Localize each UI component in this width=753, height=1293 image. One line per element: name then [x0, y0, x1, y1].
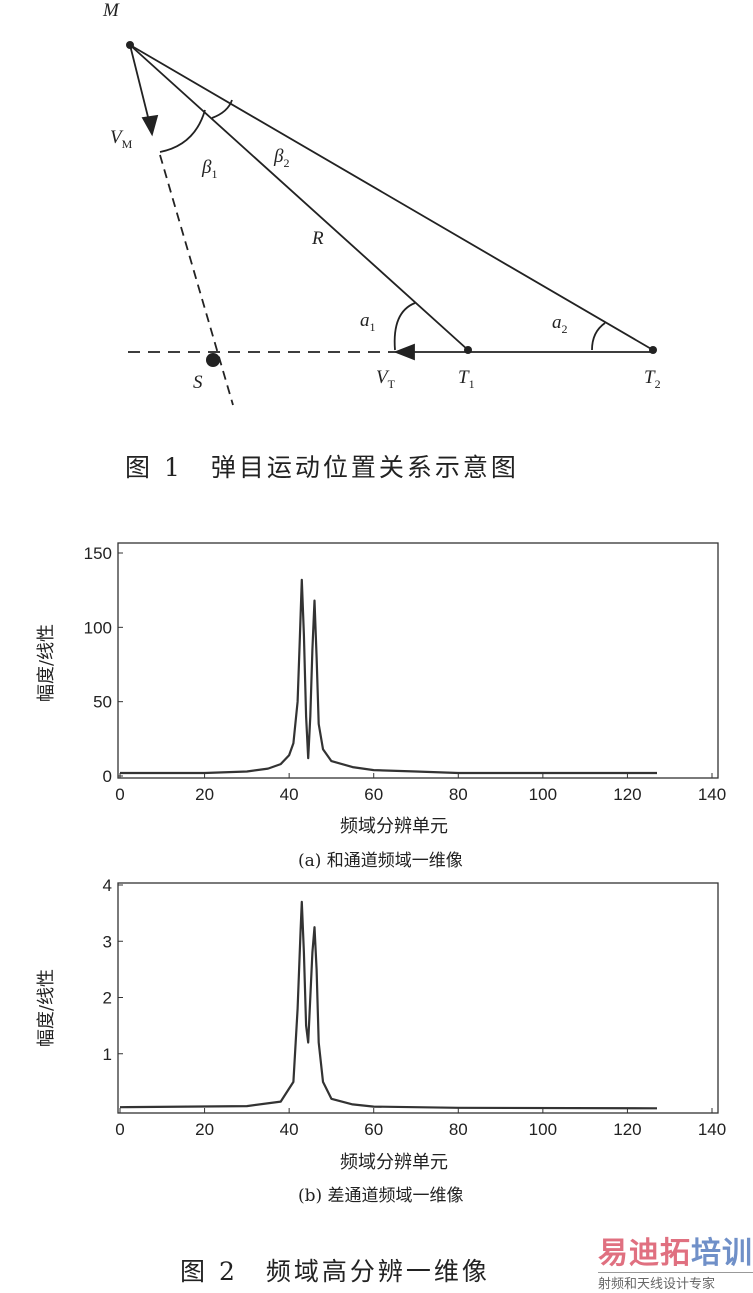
label-a2-sub: 2	[561, 321, 568, 336]
label-VT-sub: T	[387, 376, 395, 391]
point-S	[206, 353, 220, 367]
x-tick-label: 120	[613, 1120, 641, 1139]
angle-beta1-arc	[159, 109, 206, 153]
x-tick-label: 60	[364, 1120, 383, 1139]
watermark-logo: 易迪拓培训 射频和天线设计专家	[598, 1228, 753, 1292]
watermark-subtitle: 射频和天线设计专家	[598, 1272, 753, 1292]
chart-b-subcaption: (b) 差通道频域一维像	[298, 1186, 464, 1206]
figure1-caption: 图 1 弹目运动位置关系示意图	[125, 453, 519, 482]
chart-sum-channel: 0 20 40 60 80 100 120 140 0 50 100 150	[84, 542, 726, 804]
label-T2-text: T	[644, 367, 655, 388]
label-T2: T2	[644, 367, 661, 392]
point-T2	[649, 346, 657, 354]
label-T1-text: T	[458, 367, 469, 388]
label-VM-sub: M	[121, 136, 133, 151]
chart-b-ylabel: 幅度/线性	[36, 968, 57, 1048]
chart-b-xlabel: 频域分辨单元	[340, 1152, 448, 1173]
chart-difference-channel: 0 20 40 60 80 100 120 140 1 2 3 4	[103, 876, 727, 1139]
x-tick-label: 100	[529, 785, 557, 804]
x-tick-label: 60	[364, 785, 383, 804]
y-tick-label: 3	[103, 932, 112, 951]
velocity-VM-arrowhead	[141, 114, 159, 137]
x-tick-label: 140	[698, 785, 726, 804]
label-beta1-sub: 1	[211, 166, 218, 181]
missile-path-dashed	[159, 154, 234, 406]
x-tick-label: 40	[280, 1120, 299, 1139]
point-T1	[464, 346, 472, 354]
label-R: R	[312, 228, 324, 249]
label-a1-text: a	[360, 310, 370, 331]
label-a2-text: a	[552, 312, 562, 333]
angle-a1-arc	[393, 302, 416, 351]
label-beta2-text: β	[274, 146, 284, 167]
chart-a-xlabel: 频域分辨单元	[340, 816, 448, 837]
line-M-T1	[129, 44, 469, 351]
label-T2-sub: 2	[654, 376, 661, 391]
x-tick-label: 100	[529, 1120, 557, 1139]
point-M	[126, 41, 134, 49]
label-VM-text: V	[110, 127, 122, 148]
geometry-diagram	[126, 41, 657, 406]
x-tick-label: 0	[115, 785, 124, 804]
x-tick-label: 120	[613, 785, 641, 804]
label-VT: VT	[376, 367, 395, 392]
watermark-text-a: 易迪拓	[598, 1236, 691, 1271]
label-T1: T1	[458, 367, 475, 392]
label-VM: VM	[110, 127, 132, 152]
velocity-VM-arrow-line	[129, 44, 151, 126]
series-line	[119, 900, 658, 1110]
figure2-caption: 图 2 频域高分辨一维像	[180, 1257, 490, 1286]
x-tick-label: 40	[280, 785, 299, 804]
chart-a-subcaption: (a) 和通道频域一维像	[298, 851, 463, 871]
watermark-text-b: 培训	[691, 1236, 753, 1271]
label-a1-sub: 1	[369, 319, 376, 334]
x-tick-label: 20	[195, 1120, 214, 1139]
x-tick-label: 20	[195, 785, 214, 804]
plot-frame	[117, 542, 719, 779]
x-tick-label: 80	[449, 1120, 468, 1139]
label-S: S	[193, 372, 203, 393]
label-T1-sub: 1	[468, 376, 475, 391]
angle-beta2-arc	[211, 99, 233, 119]
line-M-T2	[129, 44, 654, 351]
chart-a-ylabel: 幅度/线性	[36, 623, 57, 703]
y-tick-label: 2	[103, 989, 112, 1008]
label-beta1-text: β	[202, 157, 212, 178]
x-tick-label: 80	[449, 785, 468, 804]
y-tick-label: 1	[103, 1045, 112, 1064]
y-tick-label: 50	[93, 693, 112, 712]
angle-a2-arc	[591, 322, 606, 351]
velocity-VT-arrowhead	[393, 343, 415, 361]
y-tick-label: 150	[84, 544, 112, 563]
label-a1: a1	[360, 310, 376, 335]
label-beta1: β1	[202, 157, 217, 182]
label-VT-text: V	[376, 367, 388, 388]
x-tick-label: 0	[115, 1120, 124, 1139]
label-beta2: β2	[274, 146, 289, 171]
label-beta2-sub: 2	[283, 155, 290, 170]
plot-frame	[117, 882, 719, 1114]
label-M: M	[103, 0, 119, 21]
y-tick-label: 0	[103, 767, 112, 786]
label-a2: a2	[552, 312, 568, 337]
series-line	[120, 578, 657, 775]
x-tick-label: 140	[698, 1120, 726, 1139]
y-tick-label: 100	[84, 618, 112, 637]
y-tick-label: 4	[103, 876, 112, 895]
